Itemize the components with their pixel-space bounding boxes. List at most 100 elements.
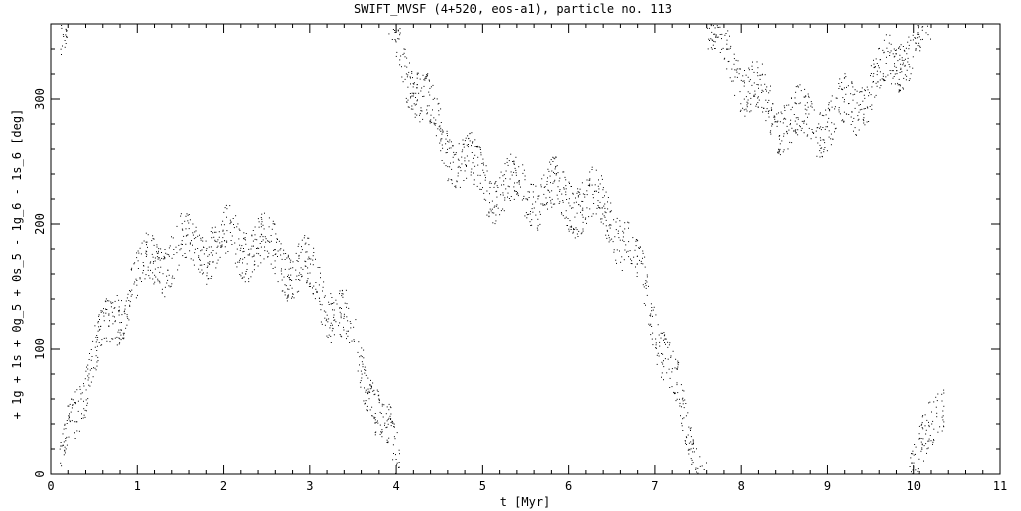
data-point bbox=[770, 130, 772, 132]
data-point bbox=[636, 272, 638, 274]
data-point bbox=[167, 269, 169, 271]
data-point bbox=[894, 63, 895, 65]
data-point bbox=[126, 314, 128, 316]
data-point bbox=[131, 294, 133, 296]
data-point bbox=[692, 442, 694, 444]
data-point bbox=[889, 70, 891, 71]
data-point bbox=[232, 218, 234, 219]
data-point bbox=[507, 192, 509, 194]
data-point bbox=[291, 297, 292, 299]
data-point bbox=[182, 244, 183, 245]
data-point bbox=[120, 329, 122, 331]
data-point bbox=[819, 144, 821, 146]
data-point bbox=[554, 168, 556, 170]
data-point bbox=[747, 102, 749, 104]
data-point bbox=[118, 337, 120, 339]
data-point bbox=[575, 201, 577, 203]
data-point bbox=[772, 103, 774, 105]
data-point bbox=[419, 114, 420, 116]
data-point bbox=[897, 82, 899, 84]
data-point bbox=[125, 300, 127, 302]
data-point bbox=[431, 121, 433, 123]
data-point bbox=[784, 107, 786, 109]
data-point bbox=[913, 454, 915, 456]
data-point bbox=[683, 407, 685, 409]
data-point bbox=[858, 111, 860, 113]
data-point bbox=[591, 166, 593, 168]
data-point bbox=[318, 284, 320, 286]
data-point bbox=[747, 76, 749, 78]
data-point bbox=[181, 228, 183, 230]
x-axis-label: t [Myr] bbox=[500, 495, 551, 509]
data-point bbox=[513, 163, 515, 165]
data-point bbox=[178, 264, 180, 266]
data-point bbox=[339, 311, 341, 313]
data-point bbox=[739, 110, 741, 112]
data-point bbox=[447, 180, 449, 182]
data-point bbox=[256, 239, 258, 241]
data-point bbox=[149, 277, 151, 279]
data-point bbox=[172, 275, 174, 277]
data-point bbox=[917, 468, 919, 470]
data-point bbox=[852, 94, 854, 96]
data-point bbox=[98, 342, 100, 343]
data-point bbox=[506, 158, 508, 160]
data-point bbox=[579, 188, 581, 190]
data-point bbox=[172, 237, 174, 239]
data-point bbox=[173, 254, 175, 255]
data-point bbox=[556, 165, 558, 167]
data-point bbox=[472, 142, 473, 144]
data-point bbox=[96, 345, 98, 347]
data-point bbox=[114, 337, 116, 339]
data-point bbox=[220, 245, 222, 247]
data-point bbox=[717, 36, 719, 38]
data-point bbox=[335, 299, 337, 301]
data-point bbox=[375, 421, 377, 423]
data-point bbox=[287, 295, 289, 297]
data-point bbox=[918, 458, 920, 460]
data-point bbox=[167, 279, 169, 281]
data-point bbox=[661, 332, 663, 334]
data-point bbox=[482, 169, 484, 171]
data-point bbox=[65, 34, 67, 36]
data-point bbox=[110, 302, 112, 304]
data-point bbox=[685, 442, 686, 444]
data-point bbox=[903, 77, 905, 79]
data-point bbox=[711, 39, 713, 41]
data-point bbox=[256, 252, 258, 254]
data-point bbox=[764, 83, 766, 85]
data-point bbox=[72, 404, 74, 406]
data-point bbox=[385, 427, 387, 429]
data-point bbox=[93, 367, 94, 369]
data-point bbox=[426, 76, 427, 78]
data-point bbox=[920, 39, 922, 41]
data-point bbox=[315, 282, 317, 283]
data-point bbox=[362, 363, 364, 365]
data-point bbox=[81, 418, 82, 419]
data-point bbox=[313, 285, 315, 287]
data-point bbox=[513, 160, 515, 162]
data-point bbox=[286, 297, 288, 299]
data-point bbox=[369, 388, 371, 390]
data-point bbox=[631, 263, 633, 265]
data-point bbox=[145, 252, 147, 254]
data-point bbox=[571, 225, 572, 227]
data-point bbox=[570, 229, 572, 230]
data-point bbox=[153, 283, 155, 285]
data-point bbox=[332, 324, 333, 326]
data-point bbox=[926, 448, 928, 450]
data-point bbox=[274, 273, 276, 275]
data-point bbox=[865, 90, 866, 92]
data-point bbox=[210, 231, 212, 232]
data-point bbox=[308, 286, 310, 287]
data-point bbox=[384, 422, 386, 424]
data-point bbox=[887, 51, 889, 52]
data-point bbox=[661, 376, 662, 378]
data-point bbox=[215, 252, 217, 254]
data-point bbox=[146, 244, 147, 246]
data-point bbox=[742, 107, 744, 109]
data-point bbox=[74, 438, 76, 439]
data-point bbox=[284, 259, 286, 260]
data-point bbox=[898, 90, 900, 92]
data-point bbox=[229, 223, 231, 225]
